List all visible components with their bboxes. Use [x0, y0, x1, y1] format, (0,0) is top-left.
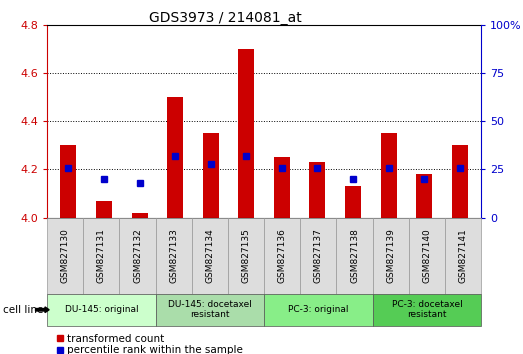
Text: GSM827139: GSM827139 — [386, 228, 395, 283]
Bar — [345, 186, 361, 218]
Text: GSM827133: GSM827133 — [169, 228, 178, 283]
Text: PC-3: docetaxel
resistant: PC-3: docetaxel resistant — [392, 300, 462, 319]
Text: GSM827131: GSM827131 — [97, 228, 106, 283]
Bar — [310, 162, 325, 218]
Text: cell line: cell line — [3, 305, 43, 315]
Text: GSM827137: GSM827137 — [314, 228, 323, 283]
Text: GSM827130: GSM827130 — [61, 228, 70, 283]
Bar — [452, 145, 468, 218]
Text: GSM827134: GSM827134 — [206, 228, 214, 283]
Text: GSM827135: GSM827135 — [242, 228, 251, 283]
Text: PC-3: original: PC-3: original — [288, 305, 349, 314]
Bar — [238, 49, 254, 218]
Legend: transformed count, percentile rank within the sample: transformed count, percentile rank withi… — [52, 330, 247, 354]
Bar — [274, 158, 290, 218]
Text: DU-145: original: DU-145: original — [64, 305, 138, 314]
Text: GSM827140: GSM827140 — [423, 228, 431, 283]
Text: GDS3973 / 214081_at: GDS3973 / 214081_at — [149, 11, 301, 25]
Bar — [61, 145, 76, 218]
Text: DU-145: docetaxel
resistant: DU-145: docetaxel resistant — [168, 300, 252, 319]
Text: GSM827132: GSM827132 — [133, 228, 142, 283]
Bar — [167, 97, 183, 218]
Bar — [96, 201, 112, 218]
Text: GSM827136: GSM827136 — [278, 228, 287, 283]
Bar — [416, 174, 432, 218]
Bar — [132, 213, 147, 218]
Bar — [203, 133, 219, 218]
Bar — [381, 133, 396, 218]
Text: GSM827138: GSM827138 — [350, 228, 359, 283]
Text: GSM827141: GSM827141 — [459, 228, 468, 283]
